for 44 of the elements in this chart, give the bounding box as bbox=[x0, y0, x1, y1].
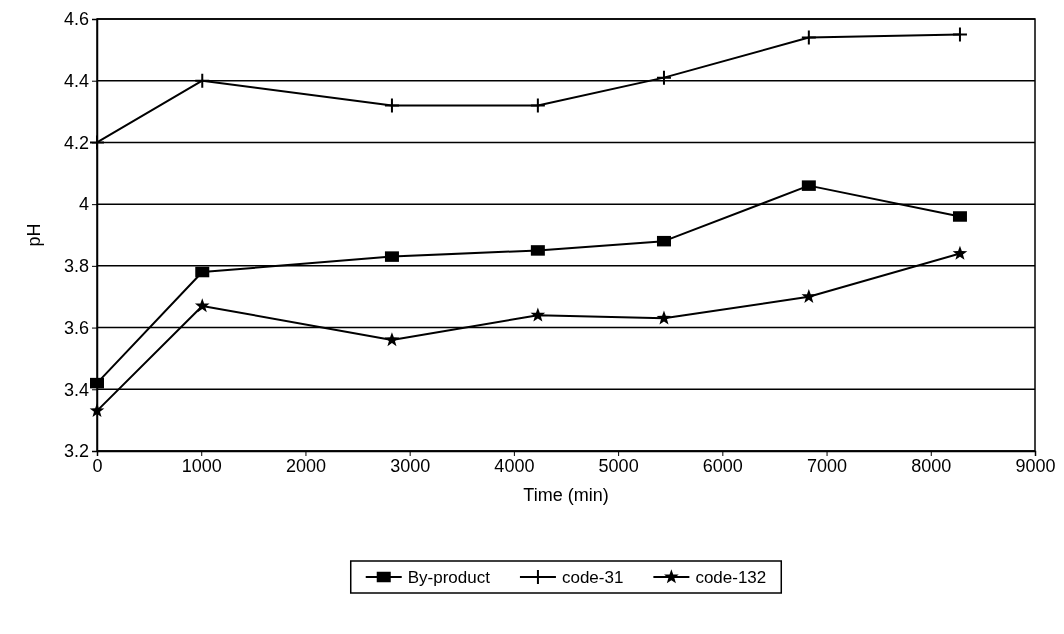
x-axis-title: Time (min) bbox=[523, 485, 609, 505]
x-tick-label: 6000 bbox=[702, 455, 743, 476]
point bbox=[800, 29, 817, 46]
x-tick-label: 4000 bbox=[494, 455, 535, 476]
point bbox=[655, 69, 672, 86]
y-tick-label: 4.2 bbox=[63, 132, 89, 153]
point bbox=[656, 310, 672, 325]
x-tick-label: 5000 bbox=[598, 455, 639, 476]
y-axis-title: pH bbox=[24, 223, 44, 247]
y-tick-label: 3.6 bbox=[63, 317, 89, 338]
point bbox=[801, 289, 817, 303]
legend-label: code-31 bbox=[561, 568, 624, 587]
point bbox=[384, 332, 400, 347]
point bbox=[530, 307, 546, 322]
point bbox=[383, 97, 400, 114]
x-tick-label: 0 bbox=[92, 455, 103, 476]
point bbox=[89, 403, 105, 418]
x-tick-label: 7000 bbox=[807, 455, 848, 476]
point bbox=[194, 298, 210, 313]
point bbox=[656, 235, 671, 247]
x-tick-label: 3000 bbox=[390, 455, 431, 476]
x-tick-label: 1000 bbox=[181, 455, 222, 476]
legend-label: code-132 bbox=[695, 568, 767, 587]
y-tick-label: 4.6 bbox=[63, 9, 89, 30]
x-tick-label: 8000 bbox=[911, 455, 952, 476]
point bbox=[89, 134, 105, 151]
point bbox=[194, 72, 211, 89]
point bbox=[90, 377, 104, 389]
point bbox=[530, 245, 545, 256]
y-tick-label: 4 bbox=[78, 194, 89, 215]
legend-label: By-product bbox=[407, 568, 491, 587]
x-tick-label: 9000 bbox=[1015, 455, 1056, 476]
point bbox=[384, 251, 399, 262]
point bbox=[195, 266, 210, 278]
y-tick-label: 3.4 bbox=[63, 379, 89, 400]
point bbox=[952, 245, 968, 260]
y-tick-label: 3.2 bbox=[63, 441, 89, 462]
point bbox=[951, 26, 968, 43]
point bbox=[952, 211, 967, 222]
point bbox=[801, 180, 816, 191]
y-tick-label: 3.8 bbox=[63, 256, 89, 277]
point bbox=[529, 97, 546, 114]
x-tick-label: 2000 bbox=[285, 455, 326, 476]
y-tick-label: 4.4 bbox=[63, 70, 89, 91]
